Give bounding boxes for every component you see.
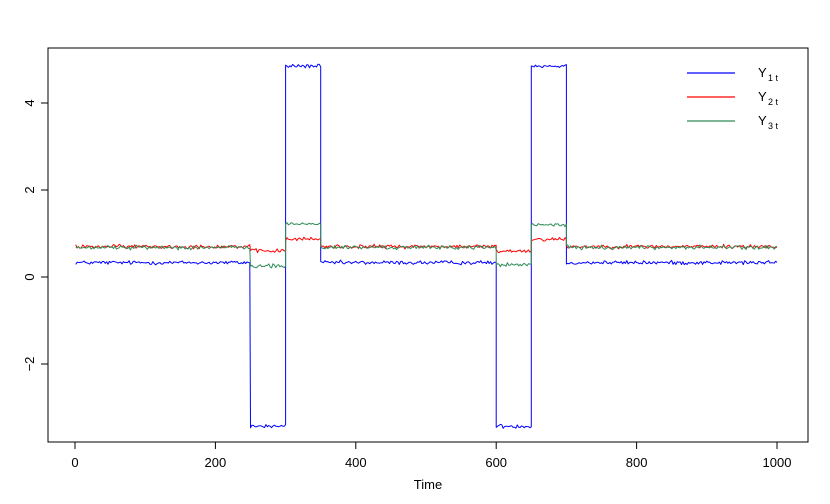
x-tick-label: 800	[626, 455, 648, 470]
x-tick-label: 600	[485, 455, 507, 470]
x-axis-label: Time	[414, 477, 442, 492]
series-line-2	[75, 236, 778, 254]
y-tick-label: −2	[22, 357, 37, 372]
series-line-1	[75, 63, 778, 429]
plot-frame	[47, 47, 809, 443]
y-tick-label: 2	[22, 186, 37, 193]
legend-label-subscript-2: 2 t	[768, 97, 779, 107]
legend-label-2: Y	[758, 89, 767, 104]
legend-label-1: Y	[758, 65, 767, 80]
y-axis: −2 0 2 4	[22, 99, 49, 372]
series-line-3	[75, 222, 778, 269]
x-axis: 0 200 400 600 800 1000	[71, 441, 792, 470]
x-tick-label: 400	[345, 455, 367, 470]
y-tick-label: 0	[22, 273, 37, 280]
x-tick-label: 1000	[763, 455, 792, 470]
series-layer	[75, 63, 778, 429]
legend-label-subscript-1: 1 t	[768, 73, 779, 83]
x-tick-label: 200	[205, 455, 227, 470]
legend-label-3: Y	[758, 113, 767, 128]
legend-label-subscript-3: 3 t	[768, 121, 779, 131]
x-tick-label: 0	[71, 455, 78, 470]
y-tick-label: 4	[22, 99, 37, 106]
